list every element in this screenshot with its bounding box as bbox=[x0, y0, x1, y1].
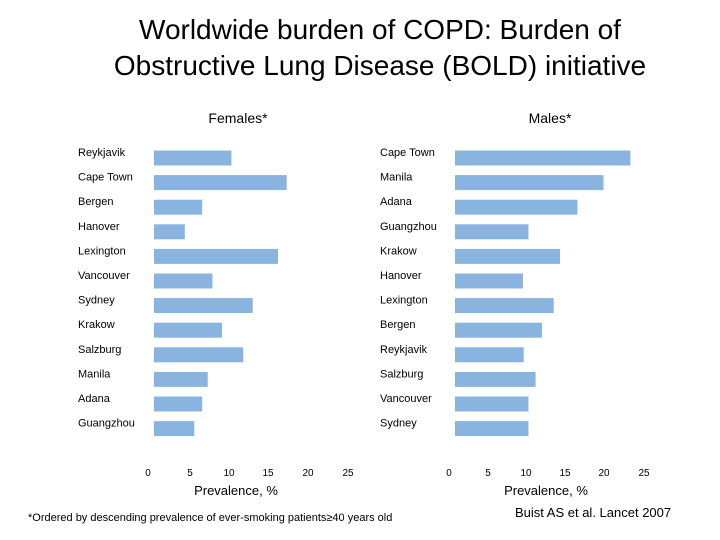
males-x-axis-label: Prevalence, % bbox=[504, 483, 588, 498]
females-category-label: Hanover bbox=[78, 221, 120, 233]
males-bar bbox=[455, 371, 536, 387]
footnote: *Ordered by descending prevalence of eve… bbox=[28, 512, 393, 524]
females-category-label: Vancouver bbox=[78, 270, 130, 282]
females-x-tick-label: 10 bbox=[223, 468, 235, 479]
females-category-label: Bergen bbox=[78, 196, 113, 208]
males-x-tick-label: 15 bbox=[559, 468, 571, 479]
males-bar bbox=[455, 273, 523, 289]
males-x-tick-label: 10 bbox=[520, 468, 532, 479]
males-x-tick-label: 25 bbox=[638, 468, 650, 479]
females-bar bbox=[154, 371, 208, 387]
females-x-tick-label: 15 bbox=[262, 468, 274, 479]
females-category-label: Reykjavik bbox=[78, 147, 126, 159]
males-bar bbox=[455, 150, 631, 166]
males-bar bbox=[455, 421, 529, 437]
males-panel-title: Males* bbox=[529, 110, 572, 126]
males-bar bbox=[455, 175, 604, 191]
females-bar bbox=[154, 150, 232, 166]
females-category-label: Lexington bbox=[78, 245, 126, 257]
males-category-label: Adana bbox=[380, 196, 413, 208]
males-category-label: Sydney bbox=[380, 418, 417, 430]
males-category-label: Lexington bbox=[380, 295, 428, 307]
title-line-2: Obstructive Lung Disease (BOLD) initiati… bbox=[113, 50, 647, 81]
males-category-label: Bergen bbox=[380, 319, 415, 331]
chart-title: Worldwide burden of COPD: Burden of Obst… bbox=[0, 12, 720, 84]
females-category-label: Guangzhou bbox=[78, 418, 135, 430]
females-x-tick-label: 25 bbox=[342, 468, 354, 479]
males-category-label: Guangzhou bbox=[380, 221, 437, 233]
females-category-label: Sydney bbox=[78, 295, 115, 307]
females-category-label: Manila bbox=[78, 368, 111, 380]
females-category-label: Adana bbox=[78, 393, 111, 405]
females-x-tick-label: 0 bbox=[145, 468, 151, 479]
females-x-tick-label: 20 bbox=[302, 468, 314, 479]
females-x-axis-label: Prevalence, % bbox=[194, 483, 278, 498]
males-category-label: Krakow bbox=[380, 245, 417, 257]
males-bar bbox=[455, 199, 578, 215]
males-bar bbox=[455, 347, 524, 363]
females-bar bbox=[154, 199, 203, 215]
females-panel-title: Females* bbox=[208, 110, 268, 126]
females-bar bbox=[154, 396, 203, 412]
males-bar bbox=[455, 322, 542, 338]
males-x-tick-label: 5 bbox=[485, 468, 491, 479]
females-category-label: Cape Town bbox=[78, 172, 133, 184]
males-category-label: Salzburg bbox=[380, 368, 423, 380]
females-category-label: Krakow bbox=[78, 319, 115, 331]
males-category-label: Hanover bbox=[380, 270, 422, 282]
females-category-label: Salzburg bbox=[78, 344, 121, 356]
females-bar bbox=[154, 175, 287, 191]
males-bar bbox=[455, 298, 554, 314]
males-x-tick-label: 20 bbox=[598, 468, 610, 479]
males-x-tick-label: 0 bbox=[446, 468, 452, 479]
males-category-label: Vancouver bbox=[380, 393, 432, 405]
males-category-label: Cape Town bbox=[380, 147, 435, 159]
males-bar bbox=[455, 396, 529, 412]
males-bar bbox=[455, 224, 529, 240]
males-bar bbox=[455, 248, 561, 264]
males-category-label: Reykjavik bbox=[380, 344, 428, 356]
females-bar bbox=[154, 322, 222, 338]
citation: Buist AS et al. Lancet 2007 bbox=[515, 505, 672, 520]
females-bar bbox=[154, 298, 253, 314]
females-x-tick-label: 5 bbox=[187, 468, 193, 479]
females-bar bbox=[154, 224, 185, 240]
females-bar bbox=[154, 273, 213, 289]
females-bar bbox=[154, 421, 195, 437]
males-category-label: Manila bbox=[380, 172, 413, 184]
title-line-1: Worldwide burden of COPD: Burden of bbox=[139, 14, 621, 45]
females-bar bbox=[154, 248, 279, 264]
females-bar bbox=[154, 347, 244, 363]
